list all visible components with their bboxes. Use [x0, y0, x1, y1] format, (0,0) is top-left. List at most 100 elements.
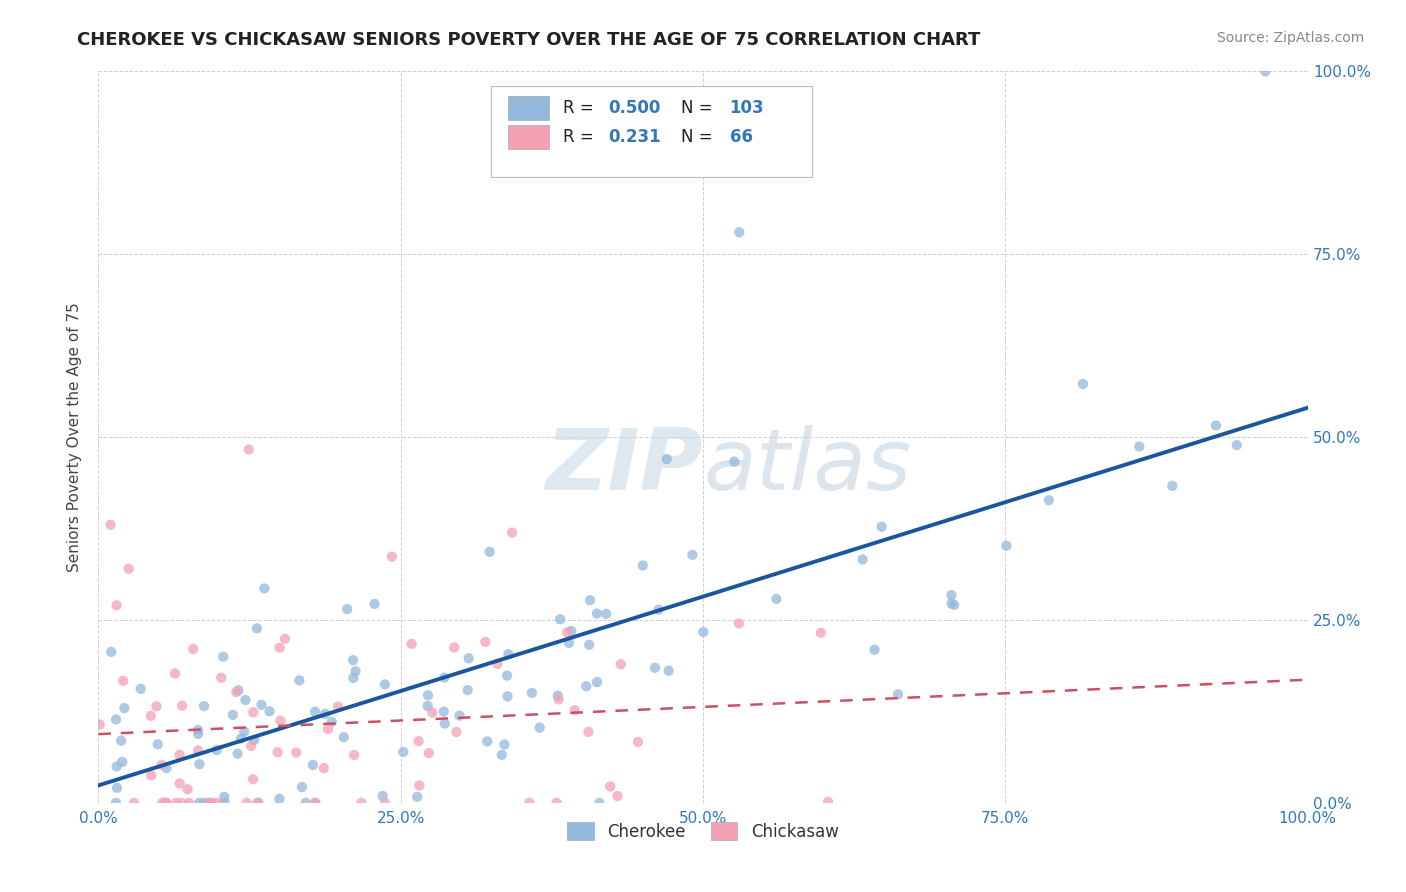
Text: 0.231: 0.231	[609, 128, 661, 146]
Point	[491, 747, 513, 762]
Point	[285, 746, 308, 760]
Point	[105, 780, 128, 795]
Text: 66: 66	[730, 128, 752, 146]
Point	[291, 780, 314, 794]
Point	[188, 796, 211, 810]
Point	[1071, 377, 1094, 392]
Point	[1226, 438, 1249, 452]
Point	[599, 780, 621, 794]
Point	[728, 225, 751, 239]
Point	[229, 731, 252, 746]
Point	[941, 588, 963, 602]
Point	[193, 699, 215, 714]
Text: 0.500: 0.500	[609, 99, 661, 117]
Text: R =: R =	[562, 99, 599, 117]
Point	[236, 796, 259, 810]
Point	[728, 616, 751, 631]
Point	[214, 789, 236, 804]
Legend: Cherokee, Chickasaw: Cherokee, Chickasaw	[560, 814, 846, 849]
Point	[288, 673, 311, 688]
Point	[586, 607, 609, 621]
Point	[420, 706, 443, 720]
Point	[658, 664, 681, 678]
Point	[100, 645, 122, 659]
Point	[253, 582, 276, 596]
Point	[517, 796, 540, 810]
Point	[433, 716, 456, 731]
Point	[449, 708, 471, 723]
Point	[644, 661, 666, 675]
Point	[170, 796, 193, 810]
Point	[247, 796, 270, 810]
Point	[145, 699, 167, 714]
Point	[529, 721, 551, 735]
Point	[941, 596, 963, 610]
Point	[105, 759, 128, 773]
Point	[105, 599, 128, 613]
Point	[655, 452, 678, 467]
Point	[486, 657, 509, 671]
Point	[1205, 418, 1227, 433]
Point	[498, 647, 520, 661]
Point	[150, 758, 173, 772]
Point	[304, 705, 326, 719]
Text: ZIP: ZIP	[546, 425, 703, 508]
Point	[198, 796, 221, 810]
Point	[269, 714, 291, 728]
Point	[579, 593, 602, 607]
Text: R =: R =	[562, 128, 599, 146]
Point	[176, 782, 198, 797]
Point	[112, 673, 135, 688]
Text: 103: 103	[730, 99, 765, 117]
Point	[222, 707, 245, 722]
Point	[201, 796, 224, 810]
Point	[1038, 493, 1060, 508]
Point	[887, 687, 910, 701]
Point	[374, 677, 396, 691]
Point	[302, 758, 325, 772]
Point	[446, 725, 468, 739]
Point	[269, 792, 291, 806]
Point	[181, 642, 204, 657]
Point	[246, 621, 269, 635]
Point	[122, 796, 145, 810]
Point	[546, 796, 568, 810]
Point	[443, 640, 465, 655]
Point	[810, 625, 832, 640]
Point	[374, 796, 396, 810]
Point	[575, 679, 598, 693]
Point	[266, 745, 288, 759]
Point	[870, 519, 893, 533]
FancyBboxPatch shape	[492, 86, 811, 178]
Point	[344, 665, 367, 679]
Point	[209, 671, 232, 685]
Point	[155, 796, 177, 810]
Point	[155, 796, 177, 810]
Point	[995, 539, 1018, 553]
Point	[205, 796, 228, 810]
Point	[112, 701, 135, 715]
Point	[578, 724, 600, 739]
Point	[457, 683, 479, 698]
Text: atlas: atlas	[703, 425, 911, 508]
Point	[496, 690, 519, 704]
Point	[169, 776, 191, 790]
Point	[105, 713, 128, 727]
Point	[501, 525, 523, 540]
Point	[152, 796, 174, 810]
Point	[681, 548, 703, 562]
Point	[416, 689, 439, 703]
FancyBboxPatch shape	[509, 96, 550, 120]
Point	[863, 642, 886, 657]
Point	[406, 789, 429, 804]
Point	[560, 624, 582, 638]
Point	[250, 698, 273, 712]
Point	[246, 796, 269, 810]
Point	[193, 796, 215, 810]
Point	[343, 747, 366, 762]
Point	[165, 666, 187, 681]
Point	[477, 734, 499, 748]
Point	[595, 607, 617, 621]
Point	[342, 671, 364, 685]
Point	[312, 761, 335, 775]
